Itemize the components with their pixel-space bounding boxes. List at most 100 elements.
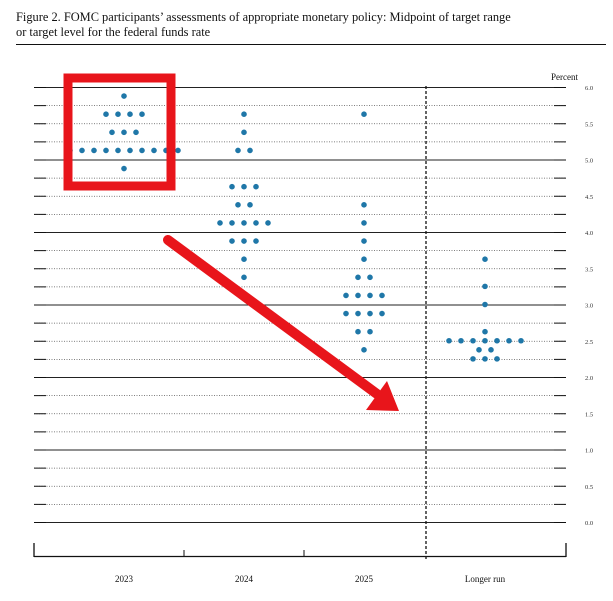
dot [361, 111, 367, 117]
dot [482, 328, 488, 335]
dot [355, 328, 361, 335]
dot [367, 310, 373, 317]
y-tick-label: 2.5 [585, 339, 593, 346]
y-tick-label: 3.0 [585, 303, 593, 310]
dot [482, 301, 488, 308]
dot [127, 111, 133, 117]
dot [139, 147, 145, 154]
grid-layer [34, 87, 566, 523]
dot [103, 111, 109, 117]
dot [241, 111, 247, 117]
dot [482, 337, 488, 344]
dot [458, 337, 464, 344]
dot [494, 356, 500, 362]
dot [247, 202, 253, 208]
dot [470, 337, 476, 344]
dot [229, 220, 235, 226]
y-tick-label: 3.5 [585, 266, 593, 273]
dot [367, 328, 373, 335]
x-category-label: 2025 [355, 574, 374, 584]
dot [121, 129, 127, 136]
dot [241, 256, 247, 262]
x-category-label: 2024 [235, 574, 254, 584]
axis-frame-layer [33, 86, 567, 560]
dot [91, 147, 97, 154]
x-category-label: Longer run [465, 574, 506, 584]
dot [79, 147, 85, 154]
dot [253, 238, 259, 244]
dot [367, 292, 373, 299]
dot [253, 220, 259, 226]
dot [241, 220, 247, 226]
labels-layer: 0.0 0.5 1.0 1.5 2.0 2.5 3.0 3.5 4.0 4.5 5.0 5.5 6.0 P… [115, 72, 593, 584]
y-tick-label: 5.0 [585, 158, 593, 165]
dot [470, 356, 476, 362]
y-tick-label: 0.5 [585, 484, 593, 491]
dot [343, 292, 349, 299]
dot [103, 147, 109, 154]
y-tick-label: 5.5 [585, 121, 593, 128]
x-category-label: 2023 [115, 574, 134, 584]
figure-title-line-2: or target level for the federal funds ra… [16, 25, 211, 39]
dot [109, 129, 115, 136]
dot [265, 220, 271, 226]
dot [355, 310, 361, 317]
dot [115, 111, 121, 117]
dot [482, 283, 488, 290]
dot [229, 238, 235, 244]
title-rule [16, 44, 606, 45]
dot [241, 183, 247, 190]
dot [235, 202, 241, 208]
dot [355, 274, 361, 281]
dot [121, 165, 127, 172]
dot [151, 147, 157, 154]
annotation-layer [63, 73, 399, 411]
dot [127, 147, 133, 154]
dot [343, 310, 349, 317]
y-tick-label: 2.0 [585, 375, 593, 382]
dot [361, 220, 367, 226]
dot [506, 337, 512, 344]
dot [133, 129, 139, 136]
dot [361, 347, 367, 353]
dot [115, 147, 121, 154]
dot [253, 183, 259, 190]
y-tick-label: 1.0 [585, 448, 593, 455]
y-tick-label: 6.0 [585, 85, 593, 92]
dot [488, 347, 494, 353]
dot [121, 93, 127, 99]
y-tick-label: 1.5 [585, 411, 593, 418]
dot [247, 147, 253, 154]
dot [361, 238, 367, 244]
dot [175, 147, 181, 154]
dot [367, 274, 373, 281]
highlight-rectangle [63, 73, 176, 191]
dot [241, 129, 247, 136]
y-axis-label: Percent [551, 72, 578, 82]
dot [476, 347, 482, 353]
dot [139, 111, 145, 117]
dot [518, 337, 524, 344]
dot [229, 183, 235, 190]
y-tick-label: 0.0 [585, 520, 593, 527]
dot [241, 274, 247, 281]
dot [217, 220, 223, 226]
y-tick-label: 4.5 [585, 194, 593, 201]
dot [235, 147, 241, 154]
dot [361, 202, 367, 208]
dots-layer [67, 93, 524, 362]
dot [482, 256, 488, 262]
dot [494, 337, 500, 344]
dot [446, 337, 452, 344]
arrow-shaft [163, 235, 382, 399]
dot [355, 292, 361, 299]
dot [379, 310, 385, 317]
arrow-head [366, 381, 399, 411]
figure-title-line-1: Figure 2. FOMC participants’ assessments… [16, 10, 511, 24]
dot [482, 356, 488, 362]
y-tick-label: 4.0 [585, 230, 593, 237]
figure-title: Figure 2. FOMC participants’ assessments… [16, 10, 606, 45]
dot [241, 238, 247, 244]
dot [361, 256, 367, 262]
